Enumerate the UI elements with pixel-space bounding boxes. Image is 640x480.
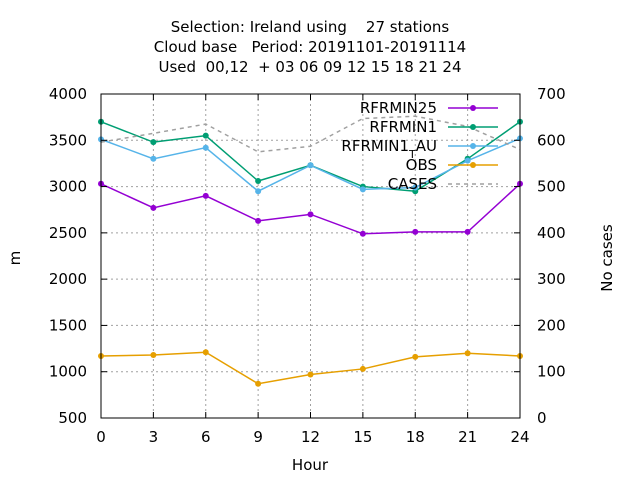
data-point-rfrmin1-au bbox=[464, 157, 471, 164]
y-tick-label: 2500 bbox=[49, 224, 87, 242]
y2-tick-label: 300 bbox=[537, 270, 566, 288]
data-point-obs bbox=[464, 350, 471, 357]
legend-label-cases: CASES bbox=[388, 175, 437, 193]
data-point-rfrmin1 bbox=[202, 132, 209, 139]
x-tick-label: 24 bbox=[510, 428, 529, 446]
grid-lines bbox=[101, 94, 520, 418]
data-point-rfrmin25 bbox=[255, 217, 262, 224]
data-point-obs bbox=[412, 353, 419, 360]
legend-label-main: RFRMIN1 bbox=[341, 137, 409, 155]
title-line: Cloud base Period: 20191101-20191114 bbox=[154, 38, 466, 56]
series-line-cases bbox=[100, 115, 521, 153]
title-line: Used 00,12 + 03 06 09 12 15 18 21 24 bbox=[159, 58, 462, 76]
x-tick-label: 3 bbox=[149, 428, 159, 446]
data-point-rfrmin1-au bbox=[255, 188, 262, 195]
x-tick-label: 9 bbox=[253, 428, 263, 446]
legend-label-rfrmin1: RFRMIN1 bbox=[369, 118, 437, 136]
y2-tick-label: 200 bbox=[537, 316, 566, 334]
legend-marker-obs bbox=[470, 162, 476, 168]
series-layer bbox=[98, 115, 523, 387]
legend-label-rfrmin1-au: RFRMIN1TAU bbox=[341, 137, 437, 161]
legend-label-tail: AU bbox=[416, 137, 437, 155]
data-point-rfrmin1 bbox=[255, 178, 262, 185]
data-point-rfrmin1-au bbox=[359, 186, 366, 193]
x-tick-label: 12 bbox=[301, 428, 320, 446]
chart-title: Selection: Ireland using 27 stations Clou… bbox=[154, 18, 466, 76]
x-tick-label: 6 bbox=[201, 428, 211, 446]
data-point-obs bbox=[202, 349, 209, 356]
y-tick-label: 3500 bbox=[49, 131, 87, 149]
legend-label-sub: T bbox=[408, 148, 416, 161]
y2-axis-label: No cases bbox=[598, 224, 616, 292]
data-point-rfrmin1-au bbox=[202, 144, 209, 151]
x-tick-label: 18 bbox=[406, 428, 425, 446]
axis-ticks: 0 3 6 9 12 15 18 21 2450010001500200025003000350… bbox=[49, 85, 566, 446]
legend-marker-rfrmin25 bbox=[470, 105, 476, 111]
y-tick-label: 3000 bbox=[49, 178, 87, 196]
y-tick-label: 500 bbox=[58, 409, 87, 427]
data-point-rfrmin25 bbox=[464, 228, 471, 235]
legend-label-obs: OBS bbox=[406, 156, 437, 174]
y2-tick-label: 700 bbox=[537, 85, 566, 103]
data-point-rfrmin25 bbox=[150, 204, 157, 211]
y2-tick-label: 0 bbox=[537, 409, 547, 427]
y2-tick-label: 100 bbox=[537, 363, 566, 381]
data-point-rfrmin1 bbox=[150, 139, 157, 146]
legend-marker-rfrmin1 bbox=[470, 124, 476, 130]
y2-tick-label: 400 bbox=[537, 224, 566, 242]
y2-tick-label: 500 bbox=[537, 178, 566, 196]
title-line: Selection: Ireland using 27 stations bbox=[171, 18, 450, 36]
data-point-rfrmin1-au bbox=[150, 155, 157, 162]
data-point-rfrmin25 bbox=[202, 192, 209, 199]
data-point-rfrmin1-au bbox=[307, 162, 314, 169]
x-tick-label: 21 bbox=[458, 428, 477, 446]
y-axis-label: m bbox=[6, 251, 24, 266]
legend-label-rfrmin25: RFRMIN25 bbox=[360, 99, 437, 117]
y2-tick-label: 600 bbox=[537, 131, 566, 149]
x-axis-label: Hour bbox=[292, 456, 329, 474]
y-tick-label: 1500 bbox=[49, 316, 87, 334]
data-point-obs bbox=[150, 352, 157, 359]
data-point-rfrmin25 bbox=[359, 230, 366, 237]
data-point-obs bbox=[255, 380, 262, 387]
x-tick-label: 0 bbox=[96, 428, 106, 446]
data-point-obs bbox=[359, 365, 366, 372]
x-tick-label: 15 bbox=[353, 428, 372, 446]
y-tick-label: 4000 bbox=[49, 85, 87, 103]
y-tick-label: 1000 bbox=[49, 363, 87, 381]
data-point-obs bbox=[307, 371, 314, 378]
data-point-rfrmin25 bbox=[412, 228, 419, 235]
series-line-rfrmin25 bbox=[100, 183, 521, 235]
legend-marker-rfrmin1-au bbox=[470, 143, 476, 149]
data-point-rfrmin1-au bbox=[412, 184, 419, 191]
y-tick-label: 2000 bbox=[49, 270, 87, 288]
data-point-rfrmin25 bbox=[307, 211, 314, 218]
